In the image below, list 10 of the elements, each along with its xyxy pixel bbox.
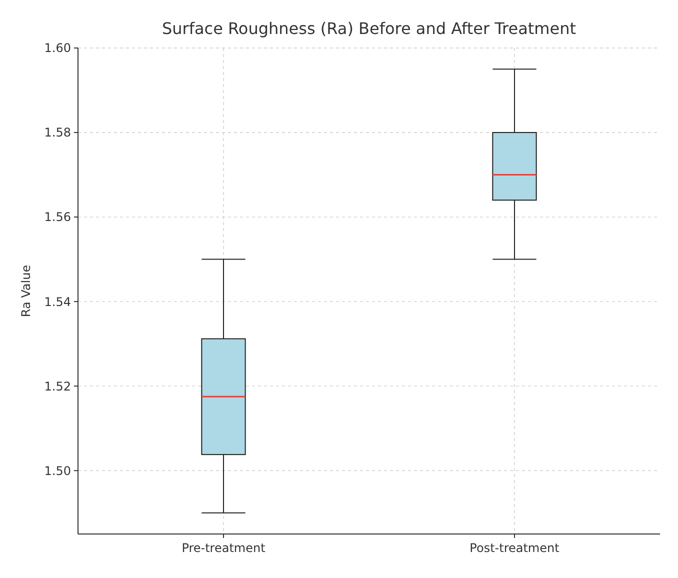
x-tick-label: Post-treatment [470, 541, 560, 555]
y-axis-title: Ra Value [19, 264, 33, 318]
y-tick-label: 1.56 [44, 210, 71, 224]
y-tick-label: 1.50 [44, 464, 71, 478]
y-tick-label: 1.58 [44, 126, 71, 140]
y-tick-label: 1.60 [44, 41, 71, 56]
chart-title: Surface Roughness (Ra) Before and After Treatment [162, 19, 576, 38]
y-tick-label: 1.52 [44, 379, 71, 394]
y-tick-label: 1.54 [44, 294, 71, 309]
x-tick-label: Pre-treatment [182, 541, 266, 555]
